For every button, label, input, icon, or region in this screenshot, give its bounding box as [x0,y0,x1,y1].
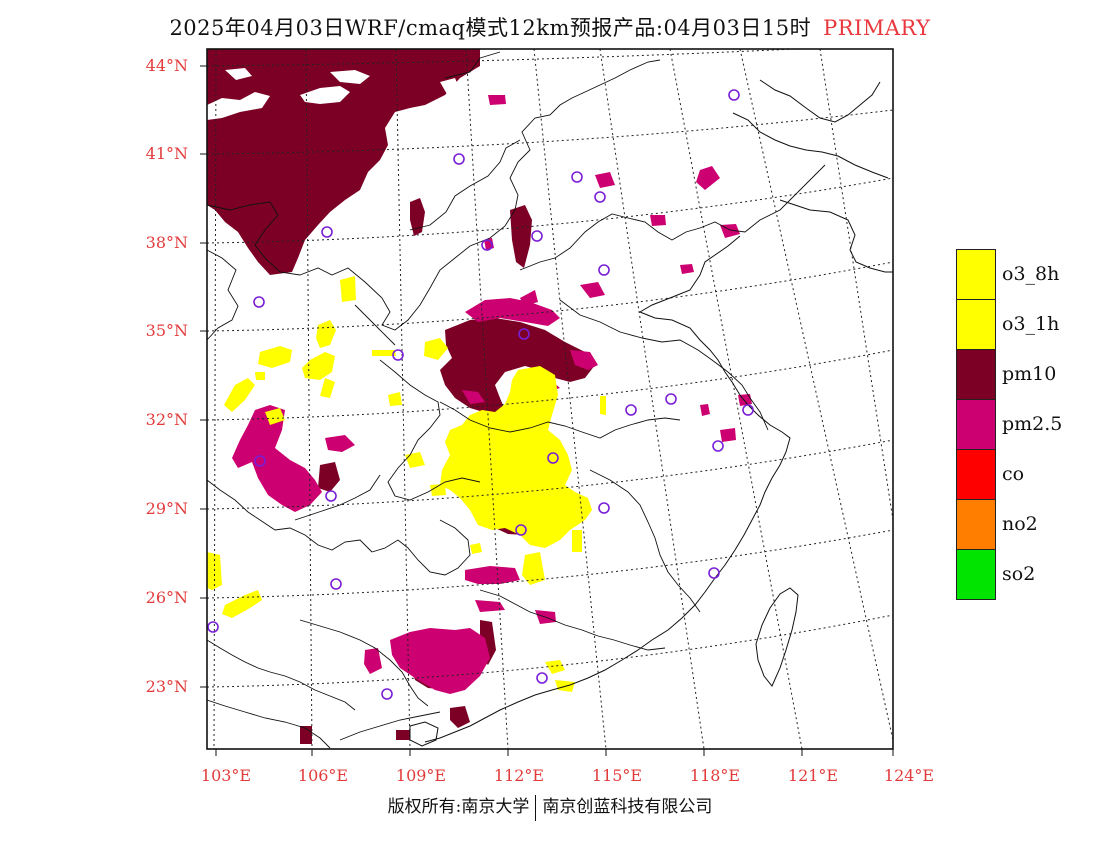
lat-label: 44°N [145,56,188,75]
copyright-divider [535,794,537,821]
station-marker [254,455,266,467]
lon-label: 115°E [591,766,643,785]
station-marker [712,440,724,452]
legend-label: o3_1h [1002,313,1060,335]
legend-swatch [956,449,996,500]
station-markers [207,89,754,700]
boundaries [207,51,826,749]
legend-label: pm2.5 [1002,413,1063,435]
lat-label: 29°N [145,499,188,518]
lon-label: 124°E [883,766,935,785]
station-marker [594,191,606,203]
station-marker [381,688,393,700]
legend-label: pm10 [1002,363,1057,385]
coastline [409,79,893,747]
graticule [207,49,893,749]
axis-ticks [200,65,894,756]
map-frame [206,48,894,750]
legend-label: co [1002,463,1025,485]
station-marker [321,226,333,238]
pm25-region [232,95,752,694]
station-marker [253,296,265,308]
legend-swatch [956,549,996,600]
copyright-footer: 版权所有:南京大学 南京创蓝科技有限公司 [0,792,1100,821]
lon-label: 109°E [395,766,447,785]
station-marker [207,621,219,633]
station-marker [536,672,548,684]
station-marker [531,230,543,242]
legend-swatch [956,349,996,400]
station-marker [665,393,677,405]
lat-label: 38°N [145,233,188,252]
station-marker [515,524,527,536]
station-marker [325,490,337,502]
station-marker [742,404,754,416]
legend-label: o3_8h [1002,263,1060,285]
copyright-right: 南京创蓝科技有限公司 [542,797,713,817]
legend-label: so2 [1002,563,1036,585]
lat-label: 35°N [145,321,188,340]
title-text: 2025年04月03日WRF/cmaq模式12km预报产品:04月03日15时 [169,16,812,40]
station-marker [330,578,342,590]
station-marker [598,264,610,276]
title-highlight: PRIMARY [823,16,931,40]
lon-label: 121°E [787,766,839,785]
station-marker [547,452,559,464]
station-marker [571,171,583,183]
station-marker [481,239,493,251]
lat-label: 32°N [145,410,188,429]
lon-label: 103°E [200,766,252,785]
station-marker [708,567,720,579]
lon-label: 112°E [493,766,545,785]
legend-swatch [956,299,996,350]
station-marker [625,404,637,416]
legend-swatch [956,399,996,450]
station-marker [598,502,610,514]
lat-label: 41°N [145,144,188,163]
legend-swatch [956,249,996,300]
lon-label: 106°E [297,766,349,785]
lat-label: 23°N [145,677,188,696]
lat-label: 26°N [145,588,188,607]
map-title: 2025年04月03日WRF/cmaq模式12km预报产品:04月03日15时 P… [0,12,1100,42]
station-marker [453,153,465,165]
lon-label: 118°E [689,766,741,785]
legend-swatch [956,499,996,550]
legend-label: no2 [1002,513,1038,535]
station-marker [392,349,404,361]
o3-region [207,276,606,692]
station-marker [518,328,530,340]
station-marker [728,89,740,101]
copyright-left: 版权所有:南京大学 [387,797,530,817]
